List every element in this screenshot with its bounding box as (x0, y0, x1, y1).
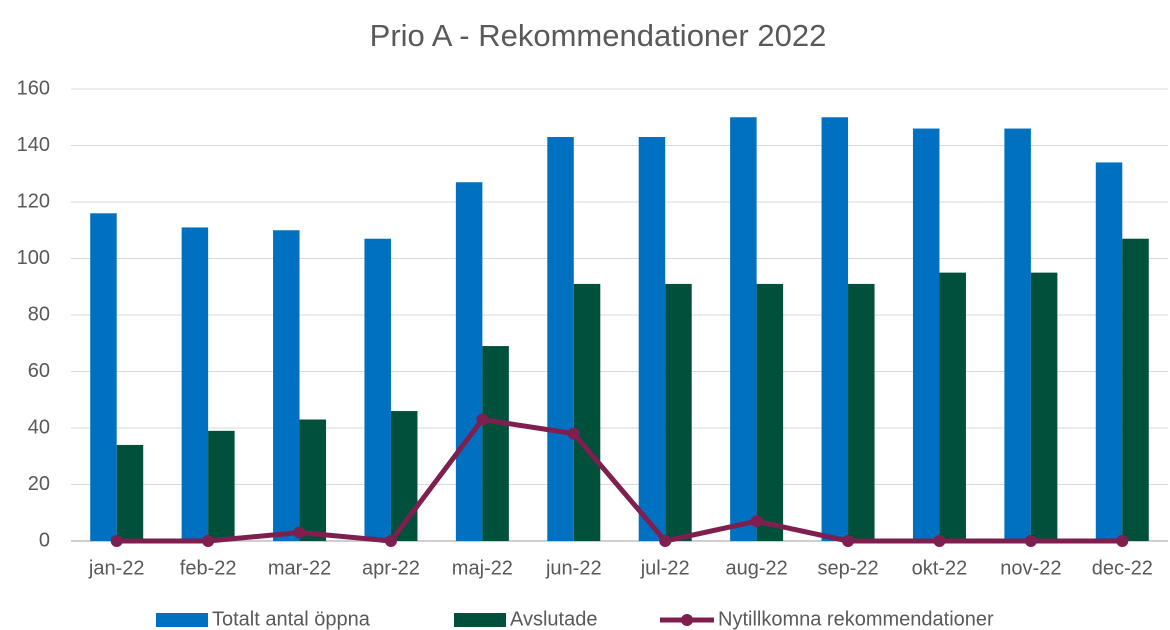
x-tick-label: okt-22 (912, 557, 968, 579)
line (116, 417, 1123, 544)
bar (273, 230, 300, 541)
line-point (659, 535, 672, 547)
x-tick-label: jul-22 (640, 557, 690, 579)
bar (848, 283, 875, 541)
legend-swatch (156, 613, 208, 627)
y-tick-label: 0 (39, 529, 50, 551)
x-tick-label: maj-22 (452, 557, 513, 579)
line-point (750, 515, 763, 528)
bar (1030, 272, 1058, 541)
bar (364, 238, 391, 541)
x-tick-label: aug-22 (725, 557, 787, 579)
line-point (110, 535, 123, 547)
legend-swatch (681, 614, 693, 626)
bar (665, 283, 692, 541)
y-tick-label: 80 (28, 303, 50, 325)
line-point (202, 535, 215, 547)
x-tick-label: jun-22 (545, 557, 602, 579)
y-tick-label: 20 (28, 473, 50, 495)
bar (181, 227, 209, 542)
y-tick-label: 100 (17, 247, 50, 269)
bar (1122, 238, 1149, 541)
x-tick-label: jan-22 (88, 557, 145, 579)
bar (116, 444, 144, 541)
bar (482, 346, 509, 541)
line-point (384, 535, 397, 547)
line-point (842, 535, 855, 547)
y-tick-label: 140 (17, 134, 50, 156)
legend-swatch (454, 613, 506, 627)
bar (299, 419, 327, 541)
x-tick-label: sep-22 (817, 557, 878, 579)
bar (208, 430, 235, 541)
bar (756, 283, 784, 541)
bar (912, 128, 940, 542)
line-point (567, 427, 580, 440)
x-tick-label: mar-22 (268, 557, 331, 579)
bar (1095, 162, 1123, 541)
legend-label: Nytillkomna rekommendationer (718, 608, 994, 630)
line-point (1116, 535, 1129, 547)
y-tick-label: 60 (28, 360, 50, 382)
bar (547, 137, 574, 541)
x-tick-label: dec-22 (1092, 557, 1153, 579)
x-tick-label: feb-22 (180, 557, 237, 579)
bar (1004, 128, 1031, 542)
x-tick-label: nov-22 (1000, 557, 1061, 579)
line-point (933, 535, 946, 547)
x-tick-label: apr-22 (362, 557, 420, 579)
bar (90, 213, 117, 542)
bar (730, 117, 757, 541)
y-tick-label: 160 (17, 77, 50, 99)
chart-title: Prio A - Rekommendationer 2022 (370, 18, 827, 53)
y-tick-label: 120 (17, 190, 50, 212)
legend-label: Avslutade (510, 608, 597, 630)
bar (821, 117, 849, 541)
line-point (1024, 535, 1037, 547)
line-point (476, 413, 489, 426)
line-point (293, 526, 306, 539)
bar (939, 272, 966, 541)
bar (638, 137, 666, 541)
legend-label: Totalt antal öppna (212, 608, 371, 630)
bar (573, 283, 601, 541)
bar (455, 182, 483, 541)
y-tick-label: 40 (28, 416, 50, 438)
